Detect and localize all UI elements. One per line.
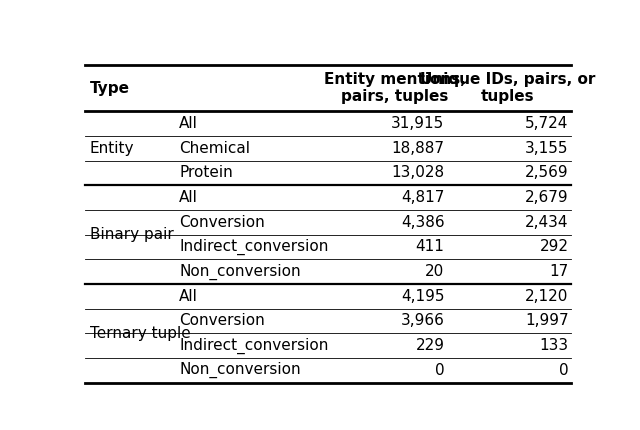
Text: Non_conversion: Non_conversion (179, 362, 301, 378)
Text: 3,966: 3,966 (401, 313, 445, 329)
Text: All: All (179, 289, 198, 304)
Text: 4,817: 4,817 (401, 190, 445, 205)
Text: Binary pair: Binary pair (90, 227, 173, 242)
Text: 411: 411 (416, 240, 445, 255)
Text: Entity mentions,
pairs, tuples: Entity mentions, pairs, tuples (324, 72, 466, 104)
Text: 4,195: 4,195 (401, 289, 445, 304)
Text: 133: 133 (540, 338, 568, 353)
Text: 4,386: 4,386 (401, 215, 445, 230)
Text: 2,679: 2,679 (525, 190, 568, 205)
Text: Conversion: Conversion (179, 215, 265, 230)
Text: 3,155: 3,155 (525, 141, 568, 156)
Text: 2,120: 2,120 (525, 289, 568, 304)
Text: Entity: Entity (90, 141, 134, 156)
Text: Non_conversion: Non_conversion (179, 264, 301, 280)
Text: 1,997: 1,997 (525, 313, 568, 329)
Text: Indirect_conversion: Indirect_conversion (179, 239, 328, 255)
Text: 229: 229 (415, 338, 445, 353)
Text: 2,569: 2,569 (525, 166, 568, 181)
Text: All: All (179, 190, 198, 205)
Text: Conversion: Conversion (179, 313, 265, 329)
Text: 0: 0 (435, 363, 445, 378)
Text: 17: 17 (549, 264, 568, 279)
Text: 13,028: 13,028 (392, 166, 445, 181)
Text: 292: 292 (540, 240, 568, 255)
Text: All: All (179, 116, 198, 131)
Text: Protein: Protein (179, 166, 233, 181)
Text: Unique IDs, pairs, or
tuples: Unique IDs, pairs, or tuples (420, 72, 595, 104)
Text: 0: 0 (559, 363, 568, 378)
Text: Indirect_conversion: Indirect_conversion (179, 338, 328, 354)
Text: Ternary tuple: Ternary tuple (90, 326, 191, 341)
Text: 20: 20 (426, 264, 445, 279)
Text: 2,434: 2,434 (525, 215, 568, 230)
Text: 31,915: 31,915 (391, 116, 445, 131)
Text: 5,724: 5,724 (525, 116, 568, 131)
Text: Type: Type (90, 80, 130, 95)
Text: Chemical: Chemical (179, 141, 250, 156)
Text: 18,887: 18,887 (392, 141, 445, 156)
